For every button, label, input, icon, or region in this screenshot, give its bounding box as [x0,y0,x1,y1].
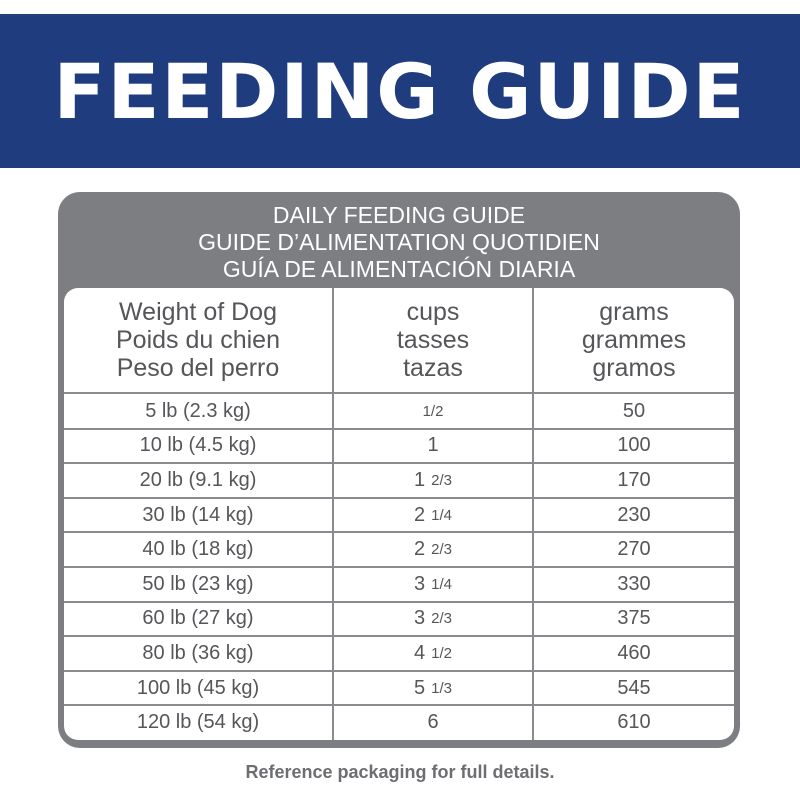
weight-cell: 5 lb (2.3 kg) [145,399,251,422]
grams-cell: 460 [617,642,651,665]
cups-fraction: 1/2 [422,402,444,420]
cups-fraction: 2/3 [431,472,452,490]
grams-cell: 330 [617,572,651,595]
cups-fraction: 2/3 [431,541,452,559]
row-divider [64,462,734,465]
weight-cell: 120 lb (54 kg) [136,711,260,734]
cups-cell: 3 2/3 [334,602,532,637]
table-row: 5 lb (2.3 kg) 1/2 50 [64,394,734,429]
cups-whole: 1 [427,434,439,457]
column-header-weight-fr: Poids du chien [115,326,280,354]
cups-fraction: 1/4 [431,575,452,593]
column-header-cups-en: cups [406,298,460,326]
row-divider [64,531,734,534]
weight-cell: 60 lb (27 kg) [142,607,254,630]
cups-whole: 3 [414,572,426,595]
table-row: 10 lb (4.5 kg) 1 100 [64,429,734,464]
grams-cell: 545 [617,676,651,699]
header-banner: FEEDING GUIDE [0,14,800,168]
cups-whole: 2 [414,538,426,561]
grams-cell: 230 [617,503,651,526]
cups-cell: 4 1/2 [334,636,532,671]
feeding-guide-card: DAILY FEEDING GUIDE GUIDE D’ALIMENTATION… [58,192,740,748]
column-header-cups-fr: tasses [396,326,470,354]
cups-cell: 1/2 [334,394,532,429]
row-divider [64,600,734,603]
cups-whole: 5 [414,676,426,699]
feeding-table: Weight of Dog Poids du chien Peso del pe… [64,288,734,740]
cups-fraction: 1/4 [431,506,452,524]
column-header-grams-es: gramos [592,354,676,382]
cups-whole: 2 [414,503,426,526]
weight-cell: 100 lb (45 kg) [136,676,260,699]
cups-cell: 2 2/3 [334,532,532,567]
grams-cell: 50 [622,399,646,422]
cups-whole: 3 [414,607,426,630]
column-header-weight-en: Weight of Dog [119,298,277,326]
table-row: 50 lb (23 kg) 3 1/4 330 [64,567,734,602]
weight-cell: 30 lb (14 kg) [142,503,254,526]
cups-cell: 1 [334,429,532,464]
column-divider [532,288,534,740]
row-divider [64,566,734,568]
cups-cell: 1 2/3 [334,463,532,498]
header-divider [64,392,734,394]
page-title: FEEDING GUIDE [53,46,747,136]
row-divider [64,704,734,707]
cups-cell: 6 [334,705,532,740]
grams-cell: 270 [617,538,651,561]
column-header-weight: Weight of Dog Poids du chien Peso del pe… [64,288,332,392]
grams-cell: 610 [617,711,651,734]
table-row: 100 lb (45 kg) 5 1/3 545 [64,671,734,706]
row-divider [64,427,734,430]
column-header-cups-es: tazas [403,354,463,382]
table-row: 60 lb (27 kg) 3 2/3 375 [64,602,734,637]
grams-cell: 100 [617,434,651,457]
column-header-grams-en: grams [599,298,669,326]
card-header-line-es: GUÍA DE ALIMENTACIÓN DIARIA [222,256,576,282]
cups-cell: 5 1/3 [334,671,532,706]
weight-cell: 10 lb (4.5 kg) [139,434,257,457]
cups-fraction: 1/2 [431,645,452,663]
table-row: 20 lb (9.1 kg) 1 2/3 170 [64,463,734,498]
row-divider [64,669,734,672]
card-header-line-fr: GUIDE D’ALIMENTATION QUOTIDIEN [198,229,600,255]
grams-cell: 375 [617,607,651,630]
table-row: 40 lb (18 kg) 2 2/3 270 [64,532,734,567]
column-header-grams: grams grammes gramos [534,288,734,392]
weight-cell: 50 lb (23 kg) [142,572,254,595]
cups-whole: 4 [414,642,426,665]
weight-cell: 80 lb (36 kg) [142,642,254,665]
weight-cell: 20 lb (9.1 kg) [139,469,257,492]
cups-cell: 2 1/4 [334,498,532,533]
row-divider [64,496,734,499]
weight-cell: 40 lb (18 kg) [142,538,254,561]
footer-note: Reference packaging for full details. [245,762,555,782]
cups-fraction: 2/3 [431,610,452,628]
table-row: 30 lb (14 kg) 2 1/4 230 [64,498,734,533]
card-header: DAILY FEEDING GUIDE GUIDE D’ALIMENTATION… [58,202,740,283]
row-divider [64,635,734,638]
card-header-line-en: DAILY FEEDING GUIDE [272,202,526,228]
cups-whole: 6 [427,711,439,734]
grams-cell: 170 [617,469,651,492]
cups-whole: 1 [414,469,426,492]
column-header-grams-fr: grammes [581,326,687,354]
cups-fraction: 1/3 [431,679,452,697]
table-row: 80 lb (36 kg) 4 1/2 460 [64,636,734,671]
column-header-cups: cups tasses tazas [334,288,532,392]
cups-cell: 3 1/4 [334,567,532,602]
table-row: 120 lb (54 kg) 6 610 [64,705,734,740]
column-header-weight-es: Peso del perro [116,354,280,382]
column-divider [332,288,334,740]
